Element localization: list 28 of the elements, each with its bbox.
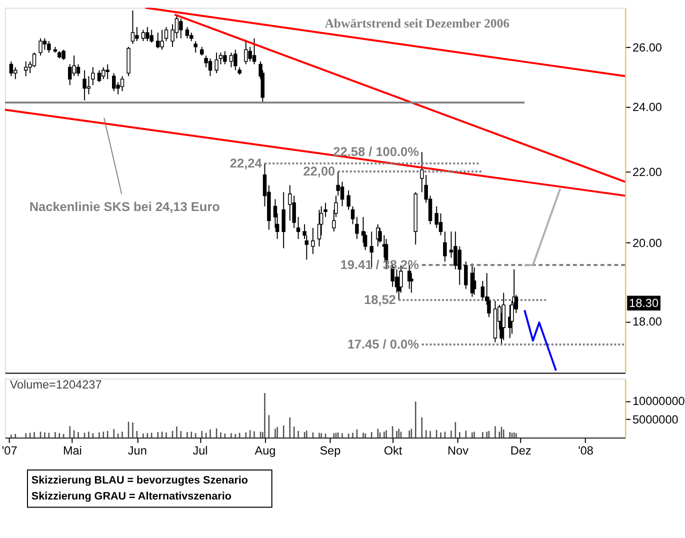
x-tick-label: Sep [320,444,342,458]
text: 18.30 [629,297,659,310]
x-tick-label: Nov [448,444,469,458]
y-tick-label: 20.00 [632,237,662,250]
x-tick-label: '07 [2,444,18,458]
x-tick-label: Okt [384,444,403,458]
x-tick-label: Aug [254,444,276,458]
x-tick-label: Mai [62,444,82,458]
y-tick-label: 22.00 [632,166,662,179]
y-tick-label: 10000000 [632,395,685,408]
y-tick-label: 5000000 [632,414,679,427]
annotation: 22,24 [230,155,263,170]
y-tick-label: 26.00 [632,41,662,54]
y-tick-label: 18.00 [632,316,662,329]
x-tick-label: '08 [578,444,594,458]
text: Skizzierung GRAU = Alternativszenario [31,490,232,502]
annotation: Volume=1204237 [10,378,102,392]
x-tick-label: Dez [510,444,532,458]
annotation: 22,00 [303,163,336,178]
annotation: 22.58 / 100.0% [333,144,419,160]
x-tick-label: Jul [192,444,208,458]
x-tick-label: Jun [128,444,147,458]
annotation: 17.45 / 0.0% [347,336,419,352]
text: Skizzierung BLAU = bevorzugtes Szenario [31,474,248,487]
annotation: Abwärtstrend seit Dezember 2006 [324,16,510,30]
annotation: Nackenlinie SKS bei 24,13 Euro [29,198,220,214]
annotation: 18,52 [364,292,396,307]
y-tick-label: 24.00 [632,101,662,114]
